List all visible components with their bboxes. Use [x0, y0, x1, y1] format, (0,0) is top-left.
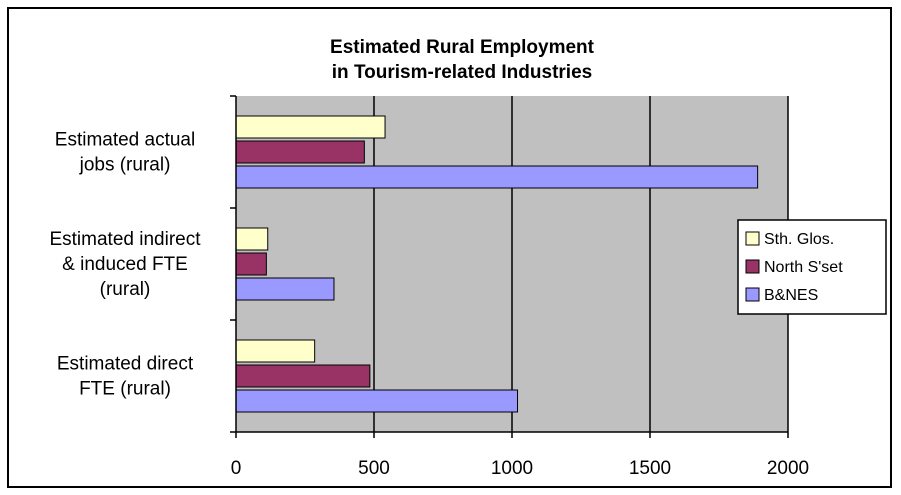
- legend: Sth. Glos. North S'set B&NES: [737, 219, 887, 315]
- chart-title-line-1: Estimated Rural Employment: [330, 37, 595, 58]
- bar-b-nes-cat2: [235, 389, 519, 413]
- legend-swatch: [745, 231, 760, 246]
- bar-north-s-set-cat0: [235, 140, 365, 164]
- bar-north-s-set-cat2: [235, 364, 371, 388]
- x-tick-label: 0: [231, 458, 242, 479]
- x-tick-label: 1000: [491, 458, 533, 479]
- bar-north-s-set-cat1: [235, 252, 267, 276]
- category-label: FTE (rural): [79, 379, 171, 400]
- category-label: Estimated actual: [55, 130, 195, 151]
- x-tick-label: 2000: [767, 458, 809, 479]
- bar-b-nes-cat0: [235, 165, 759, 189]
- bar-sth-glos--cat1: [235, 227, 269, 251]
- category-label: Estimated indirect: [49, 229, 201, 250]
- category-label: & induced FTE: [62, 254, 188, 275]
- legend-label: B&NES: [764, 287, 818, 304]
- bar-sth-glos--cat2: [235, 339, 316, 363]
- bar-sth-glos--cat0: [235, 115, 386, 139]
- chart-title-line-2: in Tourism-related Industries: [332, 62, 592, 83]
- x-tick-label: 1500: [629, 458, 671, 479]
- bar-b-nes-cat1: [235, 277, 335, 301]
- legend-swatch: [745, 287, 760, 302]
- chart-text: 0 500 1000 1500 2000 Estimated Rural Employme…: [49, 37, 809, 479]
- legend-swatch: [745, 259, 760, 274]
- x-tick-label: 500: [358, 458, 390, 479]
- legend-label: Sth. Glos.: [764, 231, 834, 248]
- plot-area: [230, 95, 789, 438]
- category-label: Estimated direct: [57, 354, 194, 375]
- category-label: (rural): [100, 279, 151, 300]
- legend-box: [737, 219, 887, 315]
- category-label: jobs (rural): [79, 155, 171, 176]
- legend-label: North S'set: [764, 259, 843, 276]
